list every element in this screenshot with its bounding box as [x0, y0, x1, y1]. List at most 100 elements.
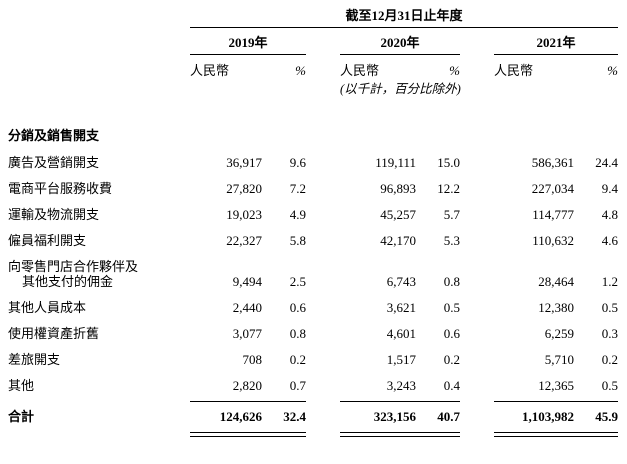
rule-cell-2020	[306, 399, 460, 404]
cell-2019-rmb: 36,917	[226, 155, 262, 170]
cell-2019-rmb: 3,077	[232, 326, 262, 341]
cell-2021-pct: 4.8	[601, 207, 619, 222]
cell-2021-pct: 24.4	[595, 155, 619, 170]
cell-2019-rmb: 708	[242, 352, 263, 367]
cell-2019-rmb: 9,494	[232, 274, 262, 289]
rule-cell-2021	[460, 399, 619, 404]
spacer-cell	[8, 99, 618, 123]
rule-cell-2019	[178, 399, 306, 404]
table-row: 電商平台服務收費 27,820 7.2 96,893 12.2 227,034 …	[8, 176, 618, 202]
cell-2021-pct: 0.2	[601, 352, 619, 367]
cell-2021-rmb: 114,777	[532, 207, 574, 222]
row-label: 其他	[8, 378, 35, 393]
total-row: 合計 124,626 32.4 323,156 40.7 1,103,982 4…	[8, 404, 618, 430]
cell-2021-pct: 0.5	[601, 378, 619, 393]
cell-2021-pct: 9.4	[601, 181, 619, 196]
cell-2019-pct: 9.6	[289, 155, 306, 170]
cell-2019-rmb: 2,440	[232, 300, 262, 315]
pct-header-2021: %	[607, 63, 619, 78]
table-row: 僱員福利開支 22,327 5.8 42,170 5.3 110,632 4.6	[8, 228, 618, 254]
cell-2019-pct: 2.5	[289, 274, 306, 289]
rmb-header-2019: 人民幣	[190, 63, 230, 78]
total-double-rule-row	[8, 430, 619, 439]
spacer-cell	[8, 430, 178, 439]
horizontal-rule	[190, 27, 619, 28]
cell-2020-rmb: 45,257	[380, 207, 416, 222]
pct-header-2020: %	[449, 63, 460, 78]
units-note-row: (以千計，百分比除外)	[8, 80, 618, 99]
period-rule-row	[8, 25, 619, 30]
total-2021-pct: 45.9	[595, 409, 619, 424]
horizontal-rule	[190, 401, 306, 402]
period-rule-cell	[178, 25, 619, 30]
cell-2019-pct: 5.8	[289, 233, 306, 248]
table-row: 使用權資產折舊 3,077 0.8 4,601 0.6 6,259 0.3	[8, 321, 618, 347]
cell-2021-rmb: 6,259	[544, 326, 574, 341]
row-label: 運輸及物流開支	[8, 207, 100, 222]
cell-2021-rmb: 227,034	[531, 181, 574, 196]
cell-2021-rmb: 586,361	[531, 155, 574, 170]
cell-2020-pct: 5.7	[443, 207, 460, 222]
cell-2020-pct: 0.4	[443, 378, 460, 393]
cell-2020-rmb: 1,517	[386, 352, 416, 367]
row-label-line2: 其他支付的佣金	[22, 274, 114, 289]
spacer-cell	[8, 80, 178, 99]
rmb-header-2020: 人民幣	[340, 63, 380, 78]
row-label: 電商平台服務收費	[8, 181, 113, 196]
year-2020-label: 2020年	[340, 35, 460, 55]
table-row: 差旅開支 708 0.2 1,517 0.2 5,710 0.2	[8, 347, 618, 373]
cell-2019-rmb: 27,820	[226, 181, 262, 196]
cell-2020-rmb: 4,601	[386, 326, 416, 341]
cell-2020-pct: 0.8	[443, 274, 460, 289]
double-rule	[190, 432, 306, 437]
cell-2020-pct: 5.3	[443, 233, 460, 248]
cell-2019-pct: 0.6	[289, 300, 306, 315]
cell-2020-rmb: 42,170	[380, 233, 416, 248]
cell-2021-pct: 1.2	[601, 274, 619, 289]
row-label-line1: 向零售門店合作夥伴及	[8, 259, 139, 274]
horizontal-rule	[494, 401, 619, 402]
cell-2019-rmb: 22,327	[226, 233, 262, 248]
total-label: 合計	[8, 409, 35, 424]
rmb-header-2021: 人民幣	[494, 63, 534, 78]
year-2020-cell: 2020年	[306, 30, 460, 61]
cell-2019-pct: 0.8	[289, 326, 306, 341]
table-row: 其他 2,820 0.7 3,243 0.4 12,365 0.5	[8, 373, 618, 399]
total-2021-rmb: 1,103,982	[522, 409, 574, 424]
spacer-cell	[178, 80, 306, 99]
year-2019-cell: 2019年	[178, 30, 306, 61]
section-header-row: 分銷及銷售開支	[8, 123, 618, 150]
cell-2019-pct: 0.2	[289, 352, 306, 367]
table-row: 廣告及營銷開支 36,917 9.6 119,111 15.0 586,361 …	[8, 150, 618, 176]
row-label: 僱員福利開支	[8, 233, 87, 248]
spacer-cell	[8, 6, 178, 25]
cell-2020-rmb: 96,893	[380, 181, 416, 196]
cell-2021-rmb: 5,710	[544, 352, 574, 367]
pct-header-2019: %	[295, 63, 306, 78]
year-2021-label: 2021年	[494, 35, 619, 55]
year-header-row: 2019年 2020年 2021年	[8, 30, 619, 61]
cell-2020-rmb: 3,621	[386, 300, 416, 315]
row-label: 差旅開支	[8, 352, 61, 367]
period-title-row: 截至12月31日止年度	[8, 6, 618, 25]
cell-2019-pct: 0.7	[289, 378, 306, 393]
year-2019-label: 2019年	[190, 35, 306, 55]
cell-2020-pct: 12.2	[437, 181, 460, 196]
spacer-cell	[8, 61, 178, 80]
cell-2020-rmb: 6,743	[386, 274, 416, 289]
cell-2021-rmb: 28,464	[538, 274, 574, 289]
cell-2019-rmb: 19,023	[226, 207, 262, 222]
year-2021-cell: 2021年	[460, 30, 619, 61]
double-rule-cell-2020	[306, 430, 460, 439]
double-rule-cell-2019	[178, 430, 306, 439]
double-rule-cell-2021	[460, 430, 619, 439]
cell-2020-rmb: 119,111	[375, 155, 416, 170]
cell-2020-pct: 0.5	[443, 300, 460, 315]
cell-2019-rmb: 2,820	[232, 378, 262, 393]
double-rule	[340, 432, 460, 437]
section-title: 分銷及銷售開支	[8, 128, 100, 143]
cell-2020-rmb: 3,243	[386, 378, 416, 393]
cell-2021-rmb: 12,365	[538, 378, 574, 393]
table-row: 向零售門店合作夥伴及 其他支付的佣金 9,494 2.5 6,743 0.8 2…	[8, 254, 618, 295]
